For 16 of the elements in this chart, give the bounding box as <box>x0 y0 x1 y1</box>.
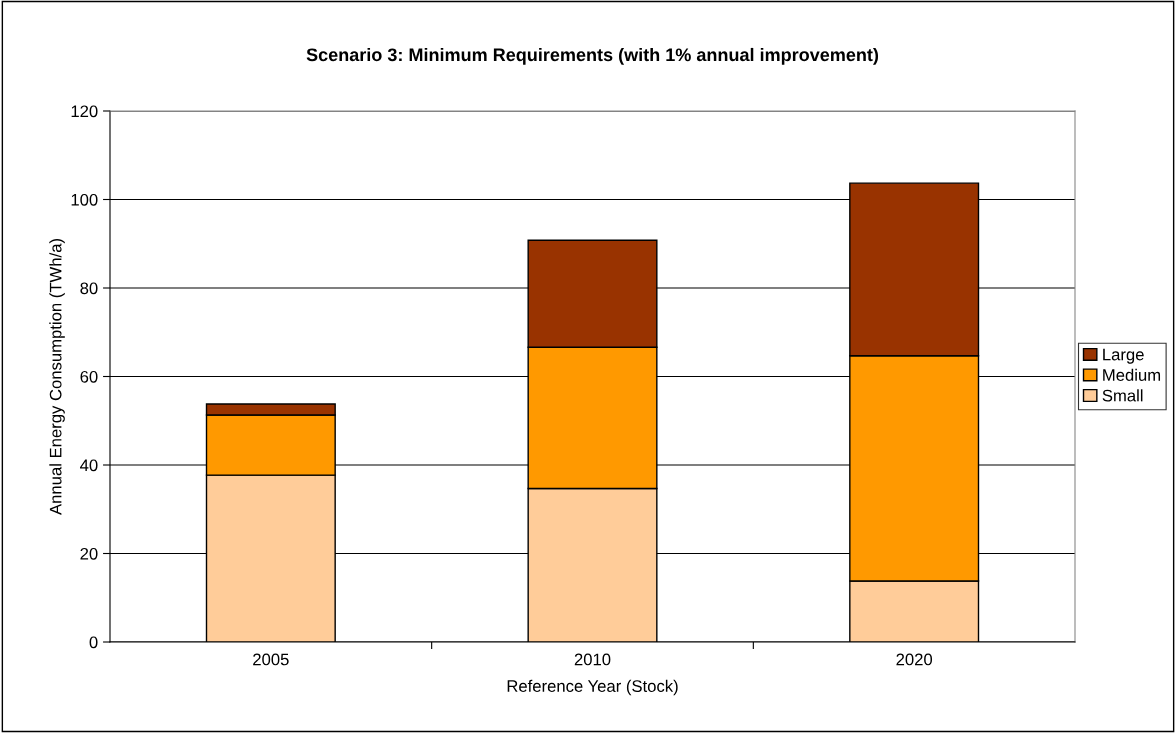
y-tick-label: 20 <box>80 547 98 560</box>
x-tick-label: 2020 <box>896 653 933 666</box>
y-tick-label: 120 <box>71 105 98 118</box>
legend-label: Small <box>1102 389 1143 402</box>
y-tick-label: 60 <box>80 370 98 383</box>
y-tick-label: 80 <box>80 282 98 295</box>
y-tick-label: 100 <box>71 193 98 206</box>
legend-label: Medium <box>1103 368 1161 381</box>
chart-title: Scenario 3: Minimum Requirements (with 1% annual improvement) <box>306 47 879 65</box>
x-axis-title: Reference Year (Stock) <box>507 679 678 696</box>
legend-label: Large <box>1103 348 1144 364</box>
y-tick-label: 0 <box>89 636 98 649</box>
y-axis-title: Annual Energy Consumption (TWh/a) <box>49 239 65 515</box>
x-tick-label: 2005 <box>253 653 289 666</box>
y-tick-label: 40 <box>80 459 98 472</box>
x-tick-label: 2010 <box>574 653 611 666</box>
